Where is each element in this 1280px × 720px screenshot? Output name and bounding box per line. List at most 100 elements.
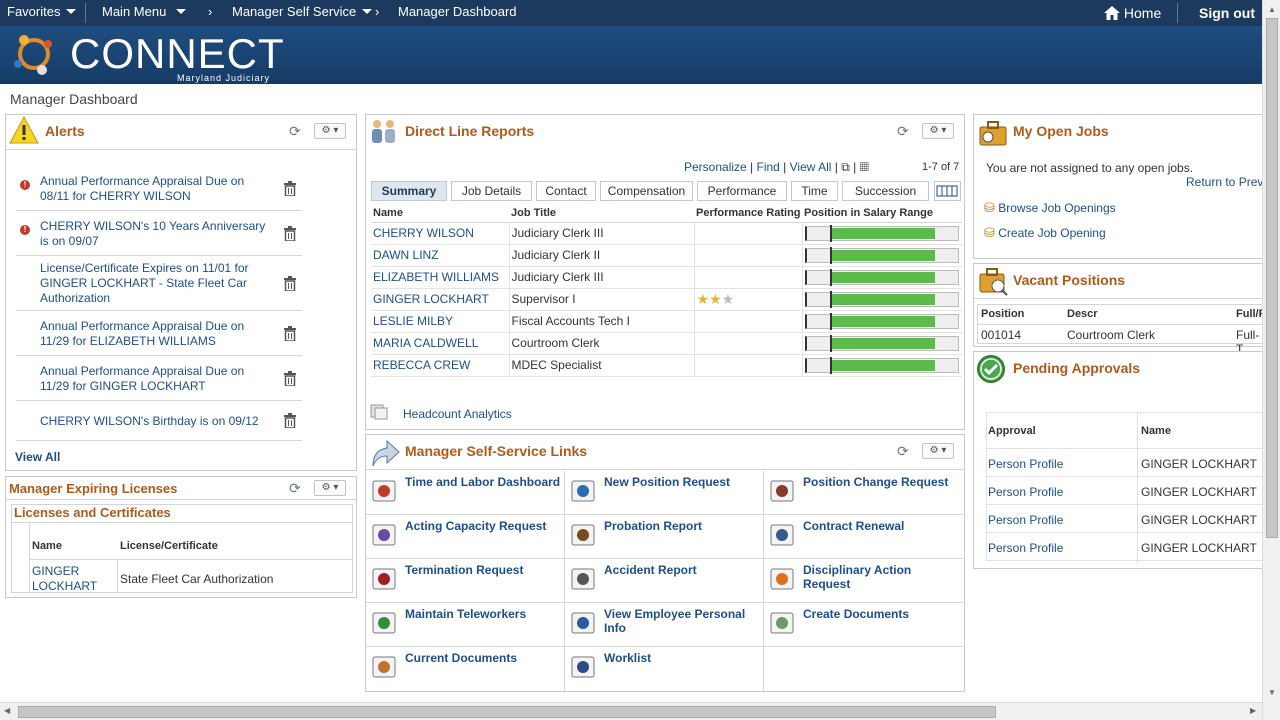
gear-menu-button[interactable]: ⚙ ▾ — [922, 123, 954, 139]
employee-name-link[interactable]: LESLIE MILBY — [371, 310, 510, 333]
performance-rating — [694, 332, 803, 355]
mss-link-view-employee-personal-info[interactable]: View Employee Personal Info — [565, 603, 764, 647]
tab-performance[interactable]: Performance — [697, 181, 787, 201]
alerts-view-all-link[interactable]: View All — [15, 450, 61, 464]
vertical-scrollbar[interactable]: ▲ ▼ — [1262, 0, 1280, 720]
mss-link-position-change-request[interactable]: Position Change Request — [764, 471, 963, 515]
gear-menu-button[interactable]: ⚙ ▾ — [314, 123, 346, 139]
employee-name-link[interactable]: ELIZABETH WILLIAMS — [371, 266, 510, 289]
employee-name-link[interactable]: GINGER LOCKHART — [371, 288, 510, 311]
approval-link[interactable]: Person Profile — [988, 457, 1064, 471]
employee-name-link[interactable]: MARIA CALDWELL — [371, 332, 510, 355]
salary-range-fill — [830, 227, 935, 239]
mss-link-contract-renewal[interactable]: Contract Renewal — [764, 515, 963, 559]
alert-link[interactable]: Annual Performance Appraisal Due on 08/1… — [40, 173, 245, 203]
scroll-right-icon[interactable]: ▶ — [1250, 706, 1257, 715]
mss-link-label[interactable]: Worklist — [604, 651, 652, 665]
mss-link-label[interactable]: Position Change Request — [803, 475, 949, 489]
trash-icon[interactable] — [284, 370, 296, 387]
approval-link[interactable]: Person Profile — [988, 485, 1064, 499]
alert-link[interactable]: Annual Performance Appraisal Due on 11/2… — [40, 318, 245, 348]
mss-link-label[interactable]: Probation Report — [604, 519, 702, 533]
alert-link[interactable]: License/Certificate Expires on 11/01 for… — [40, 261, 249, 305]
mss-link-label[interactable]: Time and Labor Dashboard — [405, 475, 561, 489]
horizontal-scroll-thumb[interactable] — [18, 706, 996, 718]
employee-name-link[interactable]: REBECCA CREW — [371, 354, 510, 377]
scroll-up-icon[interactable]: ▲ — [1268, 5, 1276, 14]
approval-link[interactable]: Person Profile — [988, 541, 1064, 555]
mss-link-new-position-request[interactable]: New Position Request — [565, 471, 764, 515]
refresh-icon[interactable]: ⟳ — [289, 480, 301, 496]
mss-link-label[interactable]: Current Documents — [405, 651, 518, 665]
alert-link[interactable]: CHERRY WILSON's 10 Years Anniversary is … — [40, 218, 266, 248]
mss-link-label[interactable]: Accident Report — [604, 563, 697, 577]
mss-link-probation-report[interactable]: Probation Report — [565, 515, 764, 559]
create-job-opening-row[interactable]: ⛁ Create Job Opening — [984, 225, 1106, 241]
trash-icon[interactable] — [284, 275, 296, 292]
trash-icon[interactable] — [284, 413, 296, 429]
approval-link[interactable]: Person Profile — [988, 513, 1064, 527]
horizontal-scrollbar[interactable]: ◀ ▶ — [0, 702, 1262, 720]
trash-icon[interactable] — [284, 325, 296, 342]
home-link[interactable]: Home — [1104, 5, 1161, 21]
mss-link-termination-request[interactable]: Termination Request — [366, 559, 565, 603]
mss-link-current-documents[interactable]: Current Documents — [366, 647, 565, 691]
tab-summary[interactable]: Summary — [371, 181, 447, 201]
alerts-header: Alerts ⟳ ⚙ ▾ — [6, 115, 356, 150]
mss-link-label[interactable]: Contract Renewal — [803, 519, 905, 533]
employee-name-link[interactable]: DAWN LINZ — [371, 244, 510, 267]
mss-link-accident-report[interactable]: Accident Report — [565, 559, 764, 603]
view-all-link[interactable]: View All — [789, 160, 832, 174]
headcount-analytics-link[interactable]: Headcount Analytics — [403, 407, 512, 421]
license-row-name-link[interactable]: GINGER LOCKHART — [32, 564, 98, 593]
vertical-scroll-thumb[interactable] — [1266, 18, 1278, 538]
mss-link-label[interactable]: Acting Capacity Request — [405, 519, 547, 533]
briefcase-icon — [979, 121, 1007, 146]
trash-icon[interactable] — [284, 180, 296, 197]
alert-link[interactable]: CHERRY WILSON's Birthday is on 09/12 — [40, 413, 259, 428]
mss-link-label[interactable]: Maintain Teleworkers — [405, 607, 527, 621]
find-link[interactable]: Find — [756, 160, 780, 174]
alert-link[interactable]: Annual Performance Appraisal Due on 11/2… — [40, 363, 245, 393]
main-menu[interactable]: Main Menu — [102, 4, 187, 19]
tab-compensation[interactable]: Compensation — [600, 181, 693, 201]
browse-job-openings-link[interactable]: Browse Job Openings — [998, 201, 1116, 215]
download-icon[interactable]: ▦ — [859, 160, 869, 174]
browse-job-openings-row[interactable]: ⛁ Browse Job Openings — [984, 200, 1116, 216]
mss-link-label[interactable]: View Employee Personal Info — [604, 607, 746, 635]
breadcrumb-manager-self-service[interactable]: Manager Self Service — [232, 4, 373, 19]
personalize-link[interactable]: Personalize — [684, 160, 747, 174]
mss-link-label[interactable]: Termination Request — [405, 563, 524, 577]
tab-job-details[interactable]: Job Details — [451, 181, 532, 201]
mss-link-time-and-labor-dashboard[interactable]: Time and Labor Dashboard — [366, 471, 565, 515]
trash-icon[interactable] — [284, 225, 296, 242]
mss-link-worklist[interactable]: Worklist — [565, 647, 764, 691]
salary-midpoint-marker — [829, 334, 832, 352]
tab-succession[interactable]: Succession — [842, 181, 929, 201]
refresh-icon[interactable]: ⟳ — [897, 123, 909, 139]
show-all-columns-icon[interactable] — [934, 181, 961, 201]
mss-link-label[interactable]: Create Documents — [803, 607, 910, 621]
return-to-prev-link[interactable]: Return to Prev — [1186, 175, 1264, 189]
employee-name-link[interactable]: CHERRY WILSON — [371, 222, 510, 245]
breadcrumb-manager-dashboard[interactable]: Manager Dashboard — [398, 4, 517, 19]
tab-time[interactable]: Time — [791, 181, 838, 201]
scroll-left-icon[interactable]: ◀ — [4, 706, 11, 715]
scroll-down-icon[interactable]: ▼ — [1268, 688, 1276, 697]
gear-menu-button[interactable]: ⚙ ▾ — [314, 480, 346, 496]
mss-link-maintain-teleworkers[interactable]: Maintain Teleworkers — [366, 603, 565, 647]
mss-link-acting-capacity-request[interactable]: Acting Capacity Request — [366, 515, 565, 559]
sign-out-link[interactable]: Sign out — [1199, 5, 1255, 21]
tab-contact[interactable]: Contact — [536, 181, 596, 201]
refresh-icon[interactable]: ⟳ — [897, 443, 909, 459]
mss-link-label[interactable]: Disciplinary Action Request — [803, 563, 912, 591]
favorites-menu[interactable]: Favorites — [7, 4, 77, 19]
mss-link-create-documents[interactable]: Create Documents — [764, 603, 963, 647]
gear-menu-button[interactable]: ⚙ ▾ — [922, 443, 954, 459]
zoom-icon[interactable]: ⧉ — [841, 160, 850, 174]
alert-item: ! Annual Performance Appraisal Due on 08/… — [16, 166, 302, 211]
refresh-icon[interactable]: ⟳ — [289, 123, 301, 139]
create-job-opening-link[interactable]: Create Job Opening — [998, 226, 1106, 240]
mss-link-label[interactable]: New Position Request — [604, 475, 731, 489]
mss-link-disciplinary-action-request[interactable]: Disciplinary Action Request — [764, 559, 963, 603]
